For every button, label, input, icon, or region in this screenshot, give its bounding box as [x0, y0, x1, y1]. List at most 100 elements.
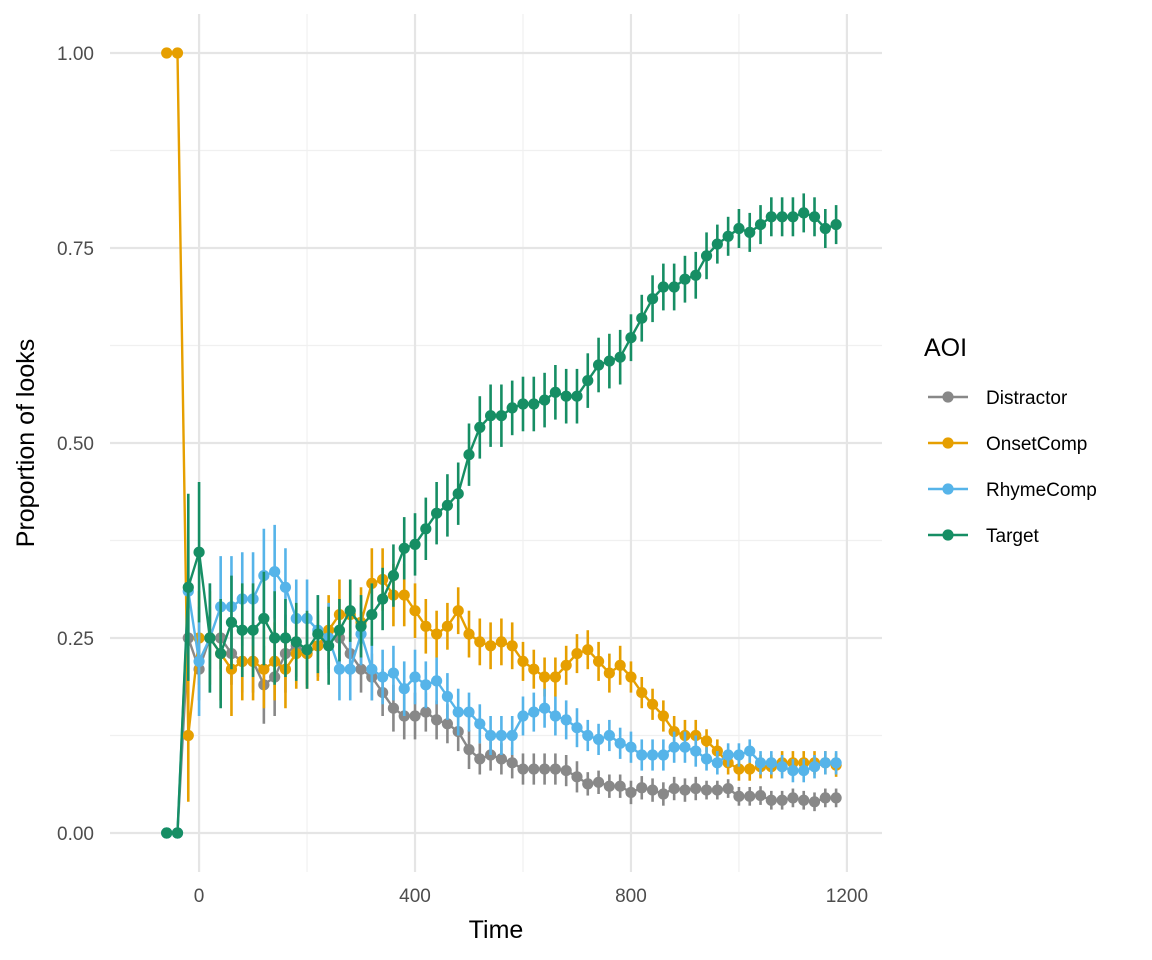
- data-point: [441, 690, 454, 703]
- data-point: [366, 663, 378, 675]
- data-point: [625, 786, 637, 799]
- data-point: [657, 788, 669, 800]
- data-point: [668, 281, 680, 293]
- data-point: [830, 219, 842, 231]
- data-point: [171, 827, 184, 839]
- data-point: [528, 763, 540, 775]
- data-point: [333, 624, 346, 636]
- data-point: [474, 718, 486, 730]
- data-point: [538, 394, 551, 406]
- data-point: [182, 729, 194, 742]
- legend-item: Target: [928, 526, 1040, 547]
- legend-title: AOI: [924, 334, 967, 362]
- data-point: [171, 47, 184, 59]
- legend-label: Target: [986, 526, 1040, 547]
- data-point: [582, 644, 594, 656]
- data-point: [819, 792, 831, 804]
- data-point: [614, 659, 626, 671]
- legend-label: Distractor: [986, 388, 1068, 409]
- data-point: [409, 605, 421, 617]
- data-point: [431, 675, 443, 687]
- data-point: [420, 523, 432, 535]
- data-point: [506, 402, 518, 414]
- data-point: [700, 753, 713, 765]
- data-point: [754, 757, 767, 769]
- data-point: [538, 671, 551, 683]
- data-point: [798, 794, 810, 806]
- data-point: [182, 581, 194, 593]
- data-point: [808, 796, 821, 808]
- data-point: [506, 640, 518, 652]
- plot-area: [161, 47, 842, 839]
- data-point: [700, 784, 713, 796]
- data-point: [744, 226, 756, 238]
- data-point: [571, 722, 583, 734]
- legend: AOI Distractor OnsetComp RhymeComp Target: [924, 334, 1097, 547]
- legend-label: OnsetComp: [986, 434, 1087, 455]
- data-point: [733, 749, 745, 761]
- data-point: [571, 771, 583, 783]
- data-point: [625, 332, 637, 344]
- data-point: [744, 745, 756, 757]
- data-point: [592, 733, 605, 746]
- data-point: [711, 238, 723, 250]
- x-tick-label: 1200: [826, 886, 868, 907]
- data-point: [603, 667, 615, 679]
- data-point: [830, 757, 842, 769]
- data-point: [636, 782, 648, 794]
- data-point: [668, 782, 680, 795]
- data-point: [538, 702, 551, 714]
- data-point: [517, 710, 529, 722]
- data-point: [333, 663, 346, 675]
- data-point: [344, 605, 356, 617]
- data-point: [269, 566, 281, 578]
- data-point: [690, 782, 702, 795]
- data-point: [646, 293, 659, 305]
- data-point: [549, 710, 561, 722]
- data-point: [776, 761, 788, 773]
- data-point: [452, 605, 464, 617]
- data-point: [636, 749, 648, 761]
- data-point: [765, 211, 777, 223]
- data-point: [711, 784, 723, 796]
- data-point: [603, 355, 615, 367]
- legend-marker: [942, 391, 954, 403]
- data-point: [830, 792, 842, 804]
- data-point: [636, 687, 648, 699]
- data-point: [161, 47, 173, 59]
- data-point: [549, 671, 561, 683]
- data-point: [528, 398, 540, 410]
- data-point: [431, 628, 443, 640]
- data-point: [700, 735, 713, 747]
- data-point: [592, 776, 605, 788]
- data-point: [301, 644, 313, 656]
- data-point: [387, 570, 400, 582]
- data-point: [733, 763, 745, 775]
- grid: [110, 14, 882, 872]
- data-point: [463, 706, 475, 718]
- data-point: [344, 663, 356, 675]
- data-point: [776, 794, 788, 806]
- data-point: [409, 671, 421, 683]
- legend-item: RhymeComp: [928, 480, 1097, 501]
- data-point: [787, 211, 799, 223]
- data-point: [506, 729, 518, 742]
- data-point: [560, 714, 572, 726]
- legend-marker: [942, 529, 954, 541]
- y-tick-label: 0.00: [57, 824, 94, 845]
- data-point: [528, 663, 540, 675]
- data-point: [549, 763, 561, 775]
- data-point: [787, 792, 799, 804]
- legend-label: RhymeComp: [986, 480, 1097, 501]
- data-point: [798, 207, 810, 219]
- data-point: [744, 790, 756, 802]
- data-point: [258, 612, 270, 625]
- data-point: [409, 538, 421, 551]
- data-point: [776, 211, 788, 223]
- data-point: [420, 706, 432, 718]
- data-point: [787, 765, 799, 777]
- data-point: [387, 667, 400, 679]
- data-point: [495, 729, 507, 742]
- data-point: [193, 546, 205, 558]
